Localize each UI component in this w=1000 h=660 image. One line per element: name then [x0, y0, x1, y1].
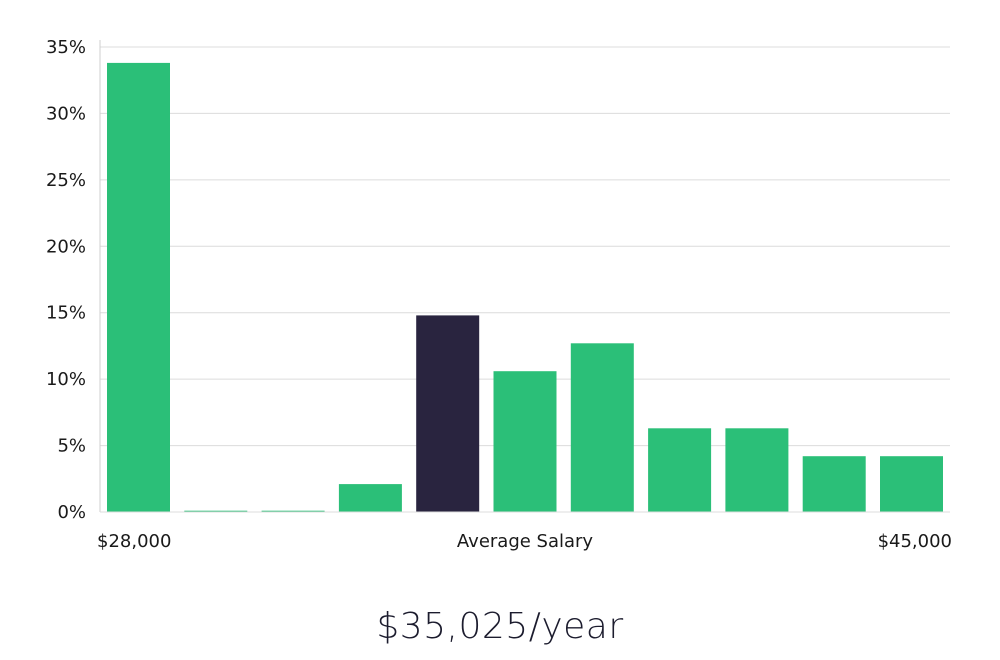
- bar: [107, 62, 170, 513]
- y-tick-label: 0%: [57, 502, 86, 523]
- bars: [107, 62, 943, 513]
- bar: [880, 456, 943, 512]
- gridlines: [100, 46, 950, 447]
- average-salary-value: $35,025/year: [376, 606, 624, 647]
- x-label-min: $28,000: [97, 531, 171, 552]
- bar: [184, 510, 248, 512]
- bar: [570, 343, 634, 512]
- y-tick-label: 25%: [46, 170, 86, 191]
- bar: [802, 456, 866, 512]
- bar: [493, 371, 557, 512]
- y-tick-label: 10%: [46, 369, 86, 390]
- y-tick-label: 20%: [46, 236, 86, 257]
- y-tick-label: 30%: [46, 103, 86, 124]
- bar: [338, 484, 402, 512]
- salary-distribution-chart: 0% 5% 10% 15% 20% 25% 30% 35% $28,000 Average S…: [46, 37, 952, 552]
- bar-average-highlight: [416, 315, 480, 512]
- bar: [648, 428, 712, 512]
- x-label-max: $45,000: [878, 531, 952, 552]
- y-tick-label: 15%: [46, 303, 86, 324]
- y-axis-tick-labels: 0% 5% 10% 15% 20% 25% 30% 35%: [46, 37, 86, 523]
- bar: [261, 510, 325, 512]
- bar: [725, 428, 789, 512]
- y-tick-label: 35%: [46, 37, 86, 58]
- x-label-average: Average Salary: [457, 531, 594, 552]
- y-tick-label: 5%: [57, 436, 86, 457]
